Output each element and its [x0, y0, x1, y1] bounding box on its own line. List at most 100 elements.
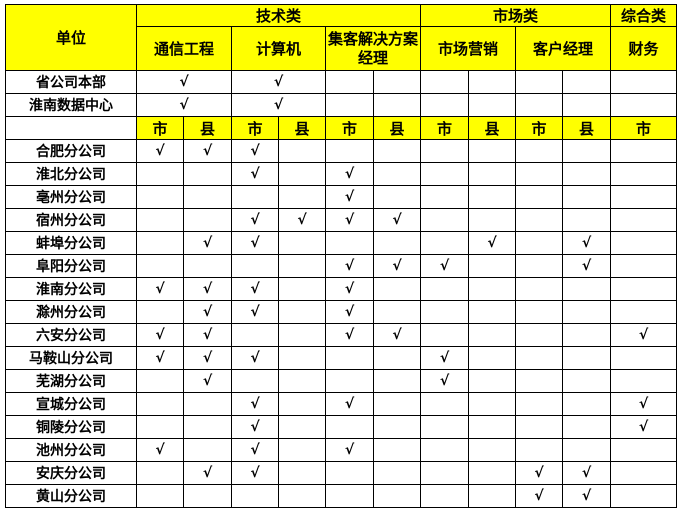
check-mark: √ — [325, 438, 374, 462]
empty-cell — [515, 231, 563, 255]
header-sub-solution-manager: 集客解决方案经理 — [325, 26, 421, 71]
table-row: 宣城分公司 √ √ √ — [5, 392, 677, 416]
empty-cell — [136, 484, 184, 508]
empty-cell — [278, 415, 326, 439]
level-row: 市县市县市县市县市县市 — [5, 116, 677, 140]
empty-cell — [562, 162, 611, 186]
check-mark: √ — [325, 300, 374, 324]
header-group-general: 综合类 — [610, 4, 677, 27]
empty-cell — [420, 185, 469, 209]
check-mark: √ — [136, 346, 184, 370]
empty-cell — [373, 369, 421, 393]
empty-cell — [278, 346, 326, 370]
level-label: 市 — [515, 116, 563, 140]
empty-cell — [610, 162, 677, 186]
unit-name: 黄山分公司 — [5, 484, 137, 508]
empty-cell — [515, 300, 563, 324]
check-mark: √ — [420, 369, 469, 393]
level-label: 市 — [610, 116, 677, 140]
empty-cell — [468, 461, 516, 485]
empty-cell — [420, 392, 469, 416]
empty-cell — [278, 277, 326, 301]
empty-cell — [420, 208, 469, 232]
empty-cell — [420, 323, 469, 347]
empty-cell — [325, 70, 374, 94]
empty-cell — [183, 392, 232, 416]
recruitment-table: 单位 技术类 市场类 综合类 通信工程 计算机 集客解决方案经理 市场营销 客户… — [5, 4, 677, 508]
empty-cell — [610, 461, 677, 485]
unit-name: 淮南数据中心 — [5, 93, 137, 117]
level-label: 县 — [468, 116, 516, 140]
table-row: 合肥分公司 √ √ √ — [5, 139, 677, 163]
empty-cell — [231, 323, 279, 347]
empty-cell — [278, 484, 326, 508]
empty-cell — [136, 369, 184, 393]
check-mark: √ — [231, 346, 279, 370]
header-unit: 单位 — [5, 4, 137, 71]
empty-cell — [562, 300, 611, 324]
header-sub-marketing: 市场营销 — [420, 26, 516, 71]
empty-cell — [610, 300, 677, 324]
table-row: 宿州分公司 √ √ √ √ — [5, 208, 677, 232]
empty-cell — [562, 346, 611, 370]
check-mark: √ — [231, 93, 326, 117]
empty-cell — [515, 277, 563, 301]
empty-cell — [468, 70, 516, 94]
check-mark: √ — [183, 323, 232, 347]
unit-name: 铜陵分公司 — [5, 415, 137, 439]
empty-cell — [420, 277, 469, 301]
empty-cell — [373, 484, 421, 508]
check-mark: √ — [420, 254, 469, 278]
empty-cell — [610, 208, 677, 232]
empty-cell — [420, 139, 469, 163]
unit-name: 滁州分公司 — [5, 300, 137, 324]
check-mark: √ — [136, 277, 184, 301]
empty-cell — [278, 162, 326, 186]
empty-cell — [325, 139, 374, 163]
empty-cell — [468, 162, 516, 186]
empty-cell — [420, 415, 469, 439]
hq-row: 淮南数据中心 √ √ — [5, 93, 677, 117]
unit-name: 淮北分公司 — [5, 162, 137, 186]
empty-cell — [278, 392, 326, 416]
empty-cell — [373, 461, 421, 485]
empty-cell — [468, 369, 516, 393]
empty-cell — [373, 93, 421, 117]
empty-cell — [183, 484, 232, 508]
empty-cell — [278, 369, 326, 393]
empty-cell — [325, 93, 374, 117]
check-mark: √ — [183, 461, 232, 485]
empty-cell — [5, 116, 137, 140]
check-mark: √ — [231, 231, 279, 255]
level-label: 市 — [325, 116, 374, 140]
empty-cell — [562, 369, 611, 393]
check-mark: √ — [183, 139, 232, 163]
empty-cell — [515, 438, 563, 462]
check-mark: √ — [231, 208, 279, 232]
empty-cell — [325, 484, 374, 508]
empty-cell — [420, 438, 469, 462]
unit-name: 阜阳分公司 — [5, 254, 137, 278]
empty-cell — [610, 484, 677, 508]
check-mark: √ — [610, 392, 677, 416]
empty-cell — [562, 70, 611, 94]
empty-cell — [562, 277, 611, 301]
check-mark: √ — [183, 369, 232, 393]
empty-cell — [420, 70, 469, 94]
check-mark: √ — [231, 415, 279, 439]
check-mark: √ — [325, 185, 374, 209]
empty-cell — [278, 231, 326, 255]
empty-cell — [515, 392, 563, 416]
empty-cell — [562, 208, 611, 232]
empty-cell — [562, 93, 611, 117]
empty-cell — [136, 300, 184, 324]
empty-cell — [373, 438, 421, 462]
table-row: 亳州分公司 √ — [5, 185, 677, 209]
empty-cell — [183, 185, 232, 209]
empty-cell — [183, 254, 232, 278]
empty-cell — [136, 208, 184, 232]
empty-cell — [278, 323, 326, 347]
empty-cell — [515, 369, 563, 393]
level-label: 县 — [562, 116, 611, 140]
empty-cell — [610, 185, 677, 209]
